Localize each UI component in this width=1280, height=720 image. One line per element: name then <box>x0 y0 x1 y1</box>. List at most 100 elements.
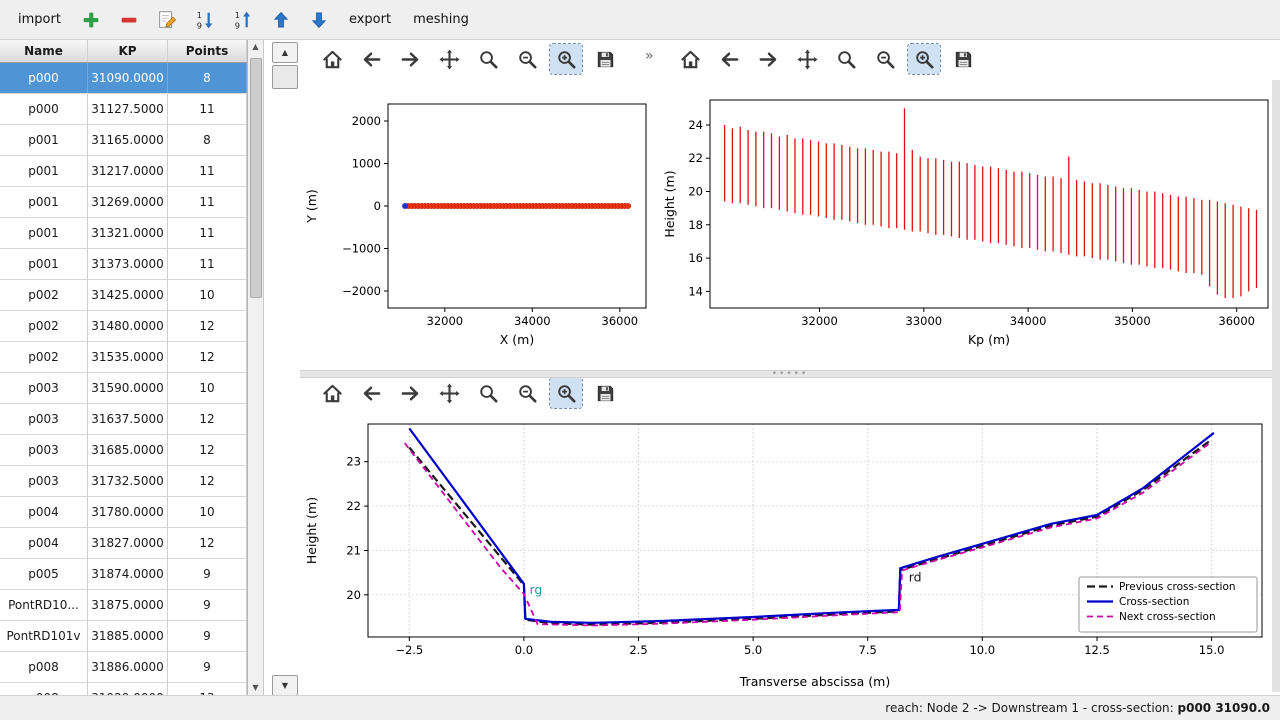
table-scrollbar[interactable]: ▲ ▼ <box>248 40 264 695</box>
home-button[interactable] <box>674 44 706 74</box>
table-cell: 31590.0000 <box>88 373 168 403</box>
back-button[interactable] <box>355 378 387 408</box>
zoom-rect-button[interactable] <box>549 43 583 75</box>
scroll-down-icon[interactable]: ▼ <box>252 683 259 692</box>
svg-text:32000: 32000 <box>801 314 838 328</box>
move-up-button[interactable] <box>269 8 293 32</box>
save-icon <box>955 51 971 67</box>
import-button[interactable]: import <box>18 12 61 27</box>
column-header-kp[interactable]: KP <box>88 40 168 62</box>
pencil-icon <box>159 10 176 28</box>
home-button[interactable] <box>316 44 348 74</box>
toolbar-overflow-button[interactable]: » <box>645 48 654 64</box>
table-row[interactable]: p000 31090.0000 8 <box>0 63 247 94</box>
svg-text:9: 9 <box>197 20 202 30</box>
longitudinal-profile-plot[interactable]: 32000 33000 34000 35000 36000 14 16 18 20 22 24 Kp … <box>660 76 1280 372</box>
svg-text:22: 22 <box>688 151 703 165</box>
svg-text:Y (m): Y (m) <box>304 189 319 224</box>
scroll-down-button[interactable]: ▼ <box>272 675 298 696</box>
table-row[interactable]: p002 31425.0000 10 <box>0 280 247 311</box>
table-cell: PontRD101v <box>0 621 88 651</box>
plan-view-plot[interactable]: 32000 34000 36000 2000 1000 0 −1000 −2000 X (m) Y… <box>300 76 660 372</box>
svg-text:Previous cross-section: Previous cross-section <box>1119 581 1236 593</box>
table-row[interactable]: p003 31732.5000 12 <box>0 466 247 497</box>
save-button[interactable] <box>589 378 621 408</box>
table-row[interactable]: p002 31480.0000 12 <box>0 311 247 342</box>
table-cell: p002 <box>0 342 88 372</box>
table-row[interactable]: PontRD101v 31885.0000 9 <box>0 621 247 652</box>
svg-text:rd: rd <box>909 570 922 585</box>
scroll-up-button[interactable]: ▲ <box>272 42 298 63</box>
add-section-button[interactable] <box>79 8 103 32</box>
table-cell: 31269.0000 <box>88 187 168 217</box>
horizontal-splitter[interactable]: ••••• <box>300 370 1280 379</box>
save-button[interactable] <box>589 44 621 74</box>
table-body: p000 31090.0000 8 p000 31127.5000 11 p001 31165… <box>0 63 247 714</box>
table-row[interactable]: p001 31165.0000 8 <box>0 125 247 156</box>
table-cell: 31875.0000 <box>88 590 168 620</box>
table-row[interactable]: p001 31217.0000 11 <box>0 156 247 187</box>
scroll-up-icon[interactable]: ▲ <box>252 42 259 51</box>
zoom-rect-button[interactable] <box>907 43 941 75</box>
table-cell: 12 <box>168 435 247 465</box>
panel-scrollbar-thumb[interactable] <box>272 65 298 89</box>
table-row[interactable]: p003 31590.0000 10 <box>0 373 247 404</box>
table-scrollbar-thumb[interactable] <box>250 58 262 298</box>
zoom-rect-button[interactable] <box>549 377 583 409</box>
pan-button[interactable] <box>433 378 465 408</box>
home-button[interactable] <box>316 378 348 408</box>
edit-section-button[interactable] <box>155 8 179 32</box>
zoom-button[interactable] <box>472 44 504 74</box>
svg-text:15.0: 15.0 <box>1199 643 1225 657</box>
svg-text:22: 22 <box>346 499 361 513</box>
forward-button[interactable] <box>394 378 426 408</box>
pan-button[interactable] <box>433 44 465 74</box>
panel-scrollbar[interactable]: ▲ ▼ <box>272 42 298 696</box>
remove-section-button[interactable] <box>117 8 141 32</box>
pan-button[interactable] <box>791 44 823 74</box>
table-row[interactable]: p001 31373.0000 11 <box>0 249 247 280</box>
table-row[interactable]: p008 31886.0000 9 <box>0 652 247 683</box>
table-row[interactable]: p005 31874.0000 9 <box>0 559 247 590</box>
table-row[interactable]: p001 31269.0000 11 <box>0 187 247 218</box>
table-cell: 12 <box>168 466 247 496</box>
plan-view-toolbar <box>316 43 621 75</box>
table-row[interactable]: p001 31321.0000 11 <box>0 218 247 249</box>
right-scrollbar[interactable] <box>1272 80 1280 692</box>
zoom-button[interactable] <box>472 378 504 408</box>
column-header-points[interactable]: Points <box>168 40 247 62</box>
zoom-out-button[interactable] <box>511 378 543 408</box>
export-button[interactable]: export <box>348 12 392 27</box>
column-header-name[interactable]: Name <box>0 40 88 62</box>
table-cell: 31217.0000 <box>88 156 168 186</box>
save-button[interactable] <box>947 44 979 74</box>
table-row[interactable]: p004 31780.0000 10 <box>0 497 247 528</box>
table-row[interactable]: p000 31127.5000 11 <box>0 94 247 125</box>
table-cell: 11 <box>168 218 247 248</box>
table-row[interactable]: p003 31637.5000 12 <box>0 404 247 435</box>
back-button[interactable] <box>355 44 387 74</box>
zoom-rect-icon <box>557 50 576 69</box>
table-row[interactable]: PontRD10... 31875.0000 9 <box>0 590 247 621</box>
table-row[interactable]: p002 31535.0000 12 <box>0 342 247 373</box>
cross-section-plot[interactable]: rg rd −2.5 0.0 2.5 5.0 7.5 10.0 12.5 15.0 20 21 22 23… <box>300 410 1272 693</box>
back-button[interactable] <box>713 44 745 74</box>
zoom-icon <box>479 384 498 403</box>
zoom-out-button[interactable] <box>511 44 543 74</box>
svg-text:2000: 2000 <box>352 114 381 128</box>
zoom-out-button[interactable] <box>869 44 901 74</box>
svg-text:Next cross-section: Next cross-section <box>1119 611 1216 623</box>
forward-button[interactable] <box>394 44 426 74</box>
table-row[interactable]: p003 31685.0000 12 <box>0 435 247 466</box>
table-cell: 9 <box>168 590 247 620</box>
table-row[interactable]: p004 31827.0000 12 <box>0 528 247 559</box>
move-down-button[interactable] <box>307 8 331 32</box>
forward-button[interactable] <box>752 44 784 74</box>
meshing-button[interactable]: meshing <box>413 12 469 27</box>
home-icon <box>322 50 342 68</box>
table-cell: p003 <box>0 435 88 465</box>
zoom-icon <box>837 50 856 69</box>
zoom-button[interactable] <box>830 44 862 74</box>
